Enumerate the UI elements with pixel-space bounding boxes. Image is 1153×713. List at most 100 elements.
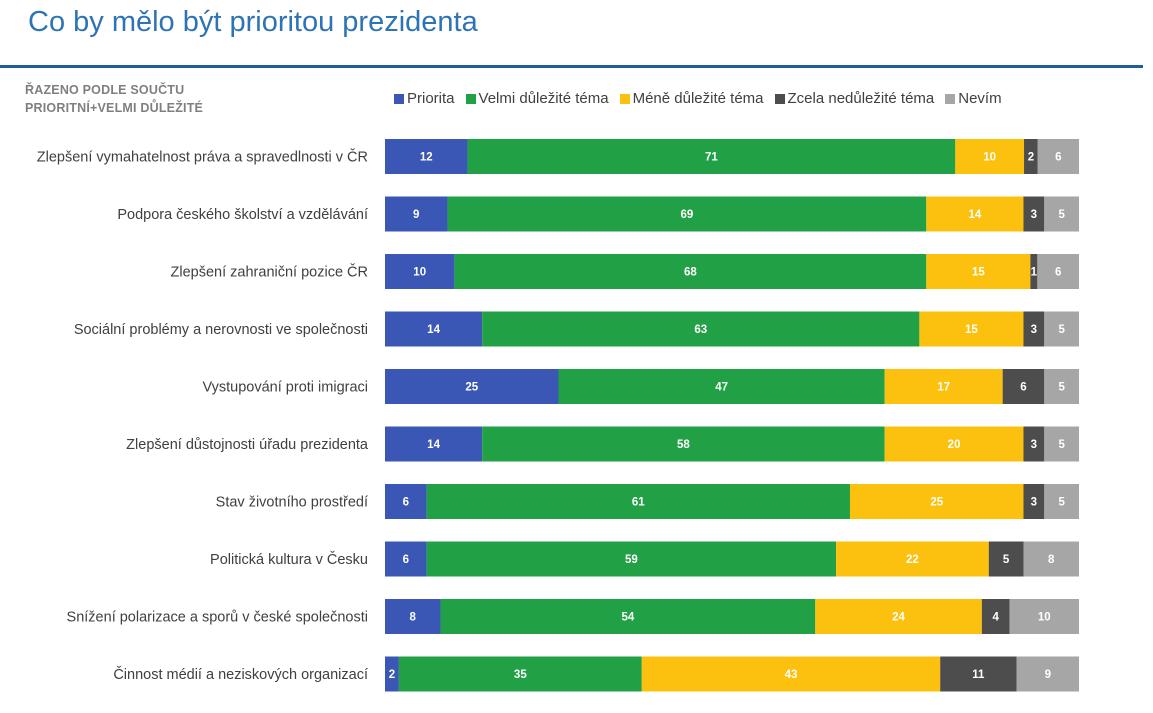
value-label-2-2: 15 [972, 267, 985, 279]
value-label-6-3: 3 [1031, 497, 1037, 509]
value-label-4-4: 5 [1058, 382, 1065, 394]
bar-segment-1-0 [385, 196, 448, 232]
sort-note: ŘAZENO PODLE SOUČTU PRIORITNÍ+VELMI DŮLE… [25, 81, 203, 117]
legend-swatch-0 [394, 93, 404, 104]
bar-segment-2-0 [385, 254, 455, 289]
value-label-8-3: 4 [993, 612, 1000, 624]
value-label-9-0: 2 [389, 669, 395, 681]
bar-segment-4-3 [1002, 369, 1045, 404]
bar-segment-5-4 [1044, 426, 1079, 462]
value-label-0-1: 71 [705, 152, 718, 164]
bar-segment-3-1 [482, 311, 920, 347]
value-label-7-4: 8 [1048, 554, 1055, 566]
sort-note-line-1: ŘAZENO PODLE SOUČTU [25, 83, 185, 97]
value-label-9-3: 11 [972, 669, 985, 681]
value-label-5-1: 58 [677, 439, 690, 451]
legend-item-3: Zcela nedůležité téma [774, 90, 934, 107]
bar-segment-0-1 [467, 139, 956, 174]
bar-segment-5-2 [884, 426, 1024, 462]
bar-segment-8-4 [1009, 599, 1079, 634]
value-label-0-3: 2 [1028, 152, 1034, 164]
value-label-3-4: 5 [1058, 324, 1065, 336]
value-label-7-1: 59 [625, 554, 638, 566]
value-label-2-3: 1 [1031, 267, 1038, 279]
legend-item-2: Méně důležité téma [619, 90, 764, 107]
bar-segment-5-0 [385, 426, 483, 462]
bar-segment-6-1 [426, 484, 850, 519]
bar-segment-4-2 [884, 369, 1003, 404]
bar-segment-2-4 [1037, 254, 1079, 289]
category-label-9: Činnost médií a neziskových organizací [113, 666, 368, 683]
value-label-1-2: 14 [969, 209, 982, 221]
bar-segment-9-4 [1016, 656, 1079, 692]
bar-segment-3-2 [919, 311, 1024, 347]
bar-segment-7-1 [426, 541, 837, 577]
value-label-5-3: 3 [1031, 439, 1037, 451]
value-label-4-2: 17 [937, 382, 950, 394]
bar-segment-1-2 [926, 196, 1024, 232]
bar-segment-3-3 [1023, 311, 1045, 347]
value-label-1-4: 5 [1058, 209, 1065, 221]
value-label-3-0: 14 [427, 324, 440, 336]
bar-segment-2-1 [454, 254, 927, 289]
bar-segment-8-1 [440, 599, 816, 634]
bar-segment-9-2 [641, 656, 941, 692]
bar-segment-4-1 [558, 369, 885, 404]
value-label-5-2: 20 [948, 439, 961, 451]
bar-segment-6-0 [385, 484, 427, 519]
page-title: Co by mělo být prioritou prezidenta [28, 6, 478, 38]
bar-segment-7-2 [836, 541, 989, 577]
value-label-4-1: 47 [715, 382, 728, 394]
sort-note-line-2: PRIORITNÍ+VELMI DŮLEŽITÉ [25, 101, 204, 115]
bar-segment-8-3 [981, 599, 1010, 634]
value-label-6-4: 5 [1058, 497, 1065, 509]
title-divider [0, 65, 1143, 68]
value-label-0-4: 6 [1055, 152, 1061, 164]
value-label-2-1: 68 [684, 267, 697, 279]
value-label-3-1: 63 [694, 324, 707, 336]
bar-segment-2-2 [926, 254, 1031, 289]
bar-segment-1-1 [447, 196, 927, 232]
bar-segment-4-4 [1044, 369, 1079, 404]
category-label-7: Politická kultura v Česku [210, 551, 368, 568]
category-label-0: Zlepšení vymahatelnost práva a spravedln… [37, 149, 368, 166]
legend-item-4: Nevím [945, 90, 1002, 107]
bar-segment-8-0 [385, 599, 441, 634]
legend-swatch-1 [465, 93, 476, 104]
bar-segment-6-4 [1044, 484, 1079, 519]
value-label-7-2: 22 [906, 554, 919, 566]
bar-segment-7-3 [988, 541, 1024, 577]
value-label-4-3: 6 [1020, 382, 1026, 394]
legend-item-1: Velmi důležité téma [465, 90, 609, 107]
category-label-6: Stav životního prostředí [216, 495, 368, 511]
value-label-2-0: 10 [413, 267, 426, 279]
value-label-9-1: 35 [514, 669, 527, 681]
bar-segment-1-3 [1023, 196, 1045, 232]
value-label-1-0: 9 [413, 209, 419, 221]
bar-segment-4-0 [385, 369, 559, 404]
value-label-8-1: 54 [622, 612, 635, 624]
bar-segment-1-4 [1044, 196, 1079, 232]
bar-segment-9-1 [398, 656, 642, 692]
bar-segment-5-3 [1023, 426, 1045, 462]
category-label-1: Podpora českého školství a vzdělávání [117, 207, 368, 223]
bar-segment-6-3 [1023, 484, 1045, 519]
legend-label-0: Priorita [407, 90, 455, 107]
legend-swatch-4 [945, 93, 956, 104]
value-label-8-2: 24 [892, 612, 905, 624]
legend-item-0: Priorita [394, 90, 455, 107]
legend-label-2: Méně důležité téma [632, 90, 764, 107]
value-label-7-0: 6 [403, 554, 409, 566]
value-label-3-2: 15 [965, 324, 978, 336]
value-label-8-4: 10 [1038, 612, 1051, 624]
value-label-6-2: 25 [930, 497, 943, 509]
value-label-3-3: 3 [1031, 324, 1037, 336]
bar-segment-3-0 [385, 311, 483, 347]
value-label-1-1: 69 [680, 209, 693, 221]
bar-segment-7-4 [1023, 541, 1079, 577]
bar-segment-2-3 [1030, 254, 1038, 289]
value-label-7-3: 5 [1003, 554, 1010, 566]
category-label-3: Sociální problémy a nerovnosti ve společ… [74, 322, 368, 338]
legend-swatch-3 [774, 93, 785, 104]
